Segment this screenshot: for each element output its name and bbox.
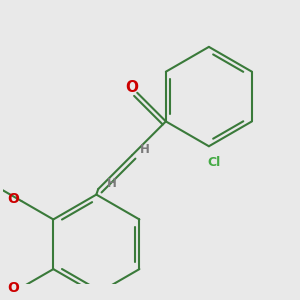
Text: O: O [8,280,20,295]
Text: H: H [107,177,117,190]
Text: H: H [140,143,150,156]
Text: Cl: Cl [208,156,221,169]
Text: O: O [125,80,138,95]
Text: O: O [8,192,20,206]
